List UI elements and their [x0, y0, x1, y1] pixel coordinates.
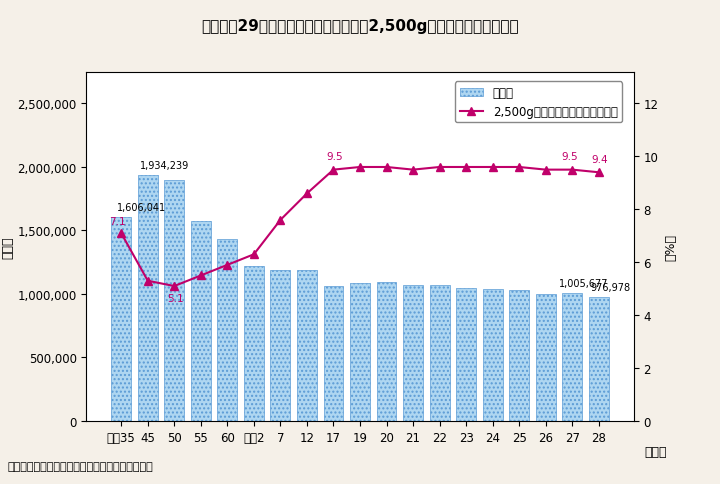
Text: 9.5: 9.5	[562, 152, 578, 162]
Bar	[112, 218, 131, 421]
Bar	[403, 286, 423, 421]
Text: 1,934,239: 1,934,239	[140, 161, 189, 171]
Bar	[377, 283, 397, 421]
Text: 7.1: 7.1	[109, 216, 125, 227]
Bar	[430, 286, 449, 421]
Text: 9.5: 9.5	[326, 152, 343, 162]
Legend: 出生数, 2,500g未満の出生割合（右目盛）: 出生数, 2,500g未満の出生割合（右目盛）	[455, 82, 622, 123]
Bar	[323, 287, 343, 421]
X-axis label: （年）: （年）	[644, 445, 667, 458]
Text: 1,005,677: 1,005,677	[559, 279, 608, 288]
Bar	[482, 289, 503, 421]
Text: 976,978: 976,978	[591, 282, 631, 292]
Bar	[297, 270, 317, 421]
Bar	[138, 176, 158, 421]
Y-axis label: （人）: （人）	[1, 236, 14, 258]
Text: （備考）厚生労働省「人口動態調査」より作成。: （備考）厚生労働省「人口動態調査」より作成。	[7, 462, 153, 471]
Y-axis label: （%）: （%）	[664, 233, 677, 260]
Bar	[562, 294, 582, 421]
Text: 9.4: 9.4	[592, 154, 608, 165]
Bar	[217, 240, 238, 421]
Bar	[589, 297, 608, 421]
Bar	[536, 294, 556, 421]
Bar	[350, 283, 370, 421]
Bar	[164, 180, 184, 421]
Bar	[244, 266, 264, 421]
Text: 5.1: 5.1	[167, 293, 184, 303]
Bar	[191, 221, 211, 421]
Text: 1,606,041: 1,606,041	[117, 203, 166, 212]
Bar	[456, 288, 476, 421]
Bar	[271, 271, 290, 421]
Text: Ｉ－特－29図　出生数及び出生時体重2,500g未満の出生割合の推移: Ｉ－特－29図 出生数及び出生時体重2,500g未満の出生割合の推移	[201, 19, 519, 34]
Bar	[509, 290, 529, 421]
